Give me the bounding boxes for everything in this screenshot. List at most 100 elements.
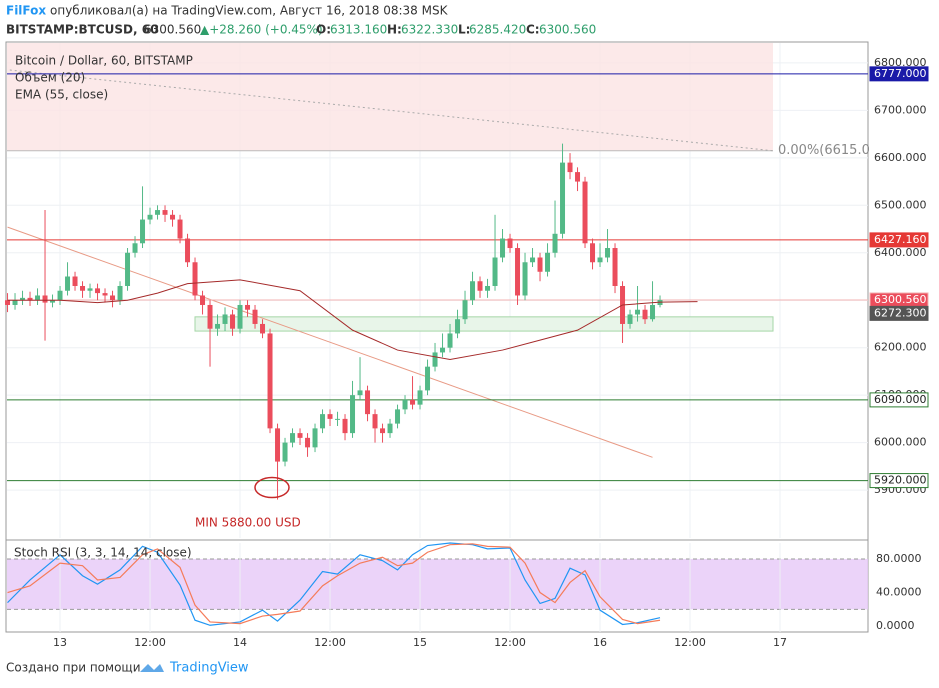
candle-body <box>350 395 356 434</box>
candle-body <box>162 210 168 215</box>
level-label: 6427.160 <box>874 233 927 246</box>
x-tick-label: 14 <box>233 636 247 649</box>
candle-body <box>72 276 78 286</box>
candle-body <box>312 428 318 448</box>
candle-body <box>95 288 101 294</box>
candle-body <box>102 293 108 296</box>
footer-brand[interactable]: TradingView <box>169 661 249 676</box>
candle-body <box>447 333 453 348</box>
l-value: 6285.420 <box>469 23 526 37</box>
candle-body <box>290 433 296 443</box>
level-box <box>869 473 929 489</box>
x-tick-label: 12:00 <box>674 636 706 649</box>
candle-body <box>125 252 131 286</box>
candle-body <box>575 172 581 182</box>
candle-body <box>177 219 183 239</box>
x-tick-label: 16 <box>593 636 607 649</box>
o: O: <box>316 23 331 37</box>
stoch-line <box>7 543 661 625</box>
candle-body <box>215 323 221 329</box>
author: FilFox <box>6 4 46 18</box>
x-tick-label: 17 <box>773 636 787 649</box>
candle-body <box>140 219 146 244</box>
candle-body <box>462 300 468 320</box>
trendline <box>7 226 653 458</box>
candle-body <box>530 257 536 263</box>
candle-body <box>440 347 446 353</box>
candle-body <box>560 162 566 234</box>
candle-body <box>117 285 123 301</box>
candle-body <box>185 238 191 263</box>
y-tick-label: 6700.000 <box>874 103 927 116</box>
candle-body <box>417 390 423 405</box>
level-box <box>869 305 929 321</box>
candle-body <box>395 409 401 424</box>
candle-body <box>545 252 551 272</box>
fib-zone <box>7 43 773 151</box>
l: L: <box>458 23 470 37</box>
candle-body <box>297 433 303 438</box>
level-box <box>869 232 929 248</box>
candle-body <box>192 262 198 296</box>
candle-body <box>80 285 86 291</box>
candle-body <box>27 297 33 301</box>
candle-body <box>20 297 26 301</box>
candle-body <box>230 314 236 329</box>
candle-body <box>110 295 116 301</box>
last: 6300.560 <box>144 23 201 37</box>
candle-body <box>410 399 416 405</box>
x-tick-label: 12:00 <box>134 636 166 649</box>
x-tick-label: 12:00 <box>314 636 346 649</box>
candle-body <box>200 295 206 305</box>
level-box <box>869 66 929 82</box>
candle-body <box>567 162 573 173</box>
candle-body <box>492 257 498 286</box>
footer-text: Создано при помощи <box>6 661 141 675</box>
candle-body <box>132 243 138 253</box>
candle-body <box>237 304 243 329</box>
candle-body <box>275 428 281 462</box>
candle-body <box>402 399 408 410</box>
candle-body <box>42 295 48 303</box>
candle-body <box>372 414 378 429</box>
candle-body <box>252 309 258 324</box>
candle-body <box>155 210 161 215</box>
candle-body <box>515 248 521 296</box>
candle-body <box>642 309 648 320</box>
y-tick-label: 6000.000 <box>874 436 927 449</box>
y-tick-label: 6200.000 <box>874 341 927 354</box>
ema-line <box>7 279 698 361</box>
y-tick-label: 6400.000 <box>874 246 927 259</box>
level-box <box>869 392 929 408</box>
level-label: 5920.000 <box>874 474 927 487</box>
candle-body <box>612 248 618 286</box>
candle-body <box>627 314 633 324</box>
candle-body <box>320 414 326 429</box>
level-label: 6777.000 <box>874 67 927 80</box>
candle-body <box>425 366 431 391</box>
y-tick-label: 6500.000 <box>874 198 927 211</box>
candle-body <box>57 290 63 301</box>
candle-body <box>507 238 513 249</box>
candle-body <box>222 314 228 324</box>
annotation-mark <box>254 476 290 499</box>
c-value: 6300.560 <box>539 23 596 37</box>
legend-ema: EMA (55, close) <box>15 88 108 102</box>
candle-body <box>170 214 176 220</box>
y-tick-label: 0.0000 <box>876 619 915 632</box>
x-tick-label: 15 <box>413 636 427 649</box>
candle-body <box>432 352 438 367</box>
level-label: 6300.560 <box>874 293 927 306</box>
level-label: 6272.300 <box>874 306 927 319</box>
candle-body <box>207 304 213 329</box>
band <box>7 558 868 610</box>
candle-body <box>245 304 251 310</box>
candle-body <box>12 300 18 305</box>
candle-body <box>597 257 603 263</box>
change: ▲+28.260 (+0.45%) <box>200 23 323 37</box>
h: H: <box>387 23 402 37</box>
y-tick-label: 6800.000 <box>874 56 927 69</box>
candle-body <box>552 233 558 253</box>
candle-body <box>387 423 393 434</box>
